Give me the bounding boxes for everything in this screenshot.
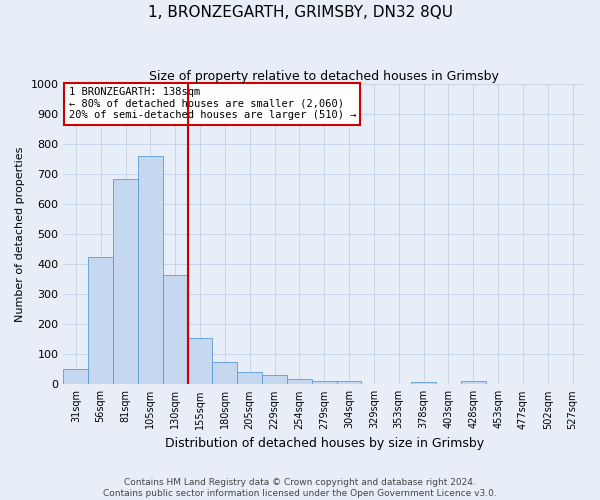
Bar [64,370,88,384]
Bar [262,376,287,384]
Title: Size of property relative to detached houses in Grimsby: Size of property relative to detached ho… [149,70,499,83]
Bar [237,372,262,384]
Bar [138,156,163,384]
Bar [461,382,485,384]
Bar [287,379,312,384]
X-axis label: Distribution of detached houses by size in Grimsby: Distribution of detached houses by size … [164,437,484,450]
Text: 1 BRONZEGARTH: 138sqm
← 80% of detached houses are smaller (2,060)
20% of semi-d: 1 BRONZEGARTH: 138sqm ← 80% of detached … [68,87,356,120]
Y-axis label: Number of detached properties: Number of detached properties [15,146,25,322]
Bar [113,178,138,384]
Bar [163,275,188,384]
Text: 1, BRONZEGARTH, GRIMSBY, DN32 8QU: 1, BRONZEGARTH, GRIMSBY, DN32 8QU [148,5,452,20]
Text: Contains HM Land Registry data © Crown copyright and database right 2024.
Contai: Contains HM Land Registry data © Crown c… [103,478,497,498]
Bar [312,380,337,384]
Bar [212,362,237,384]
Bar [88,256,113,384]
Bar [188,338,212,384]
Bar [411,382,436,384]
Bar [337,382,361,384]
